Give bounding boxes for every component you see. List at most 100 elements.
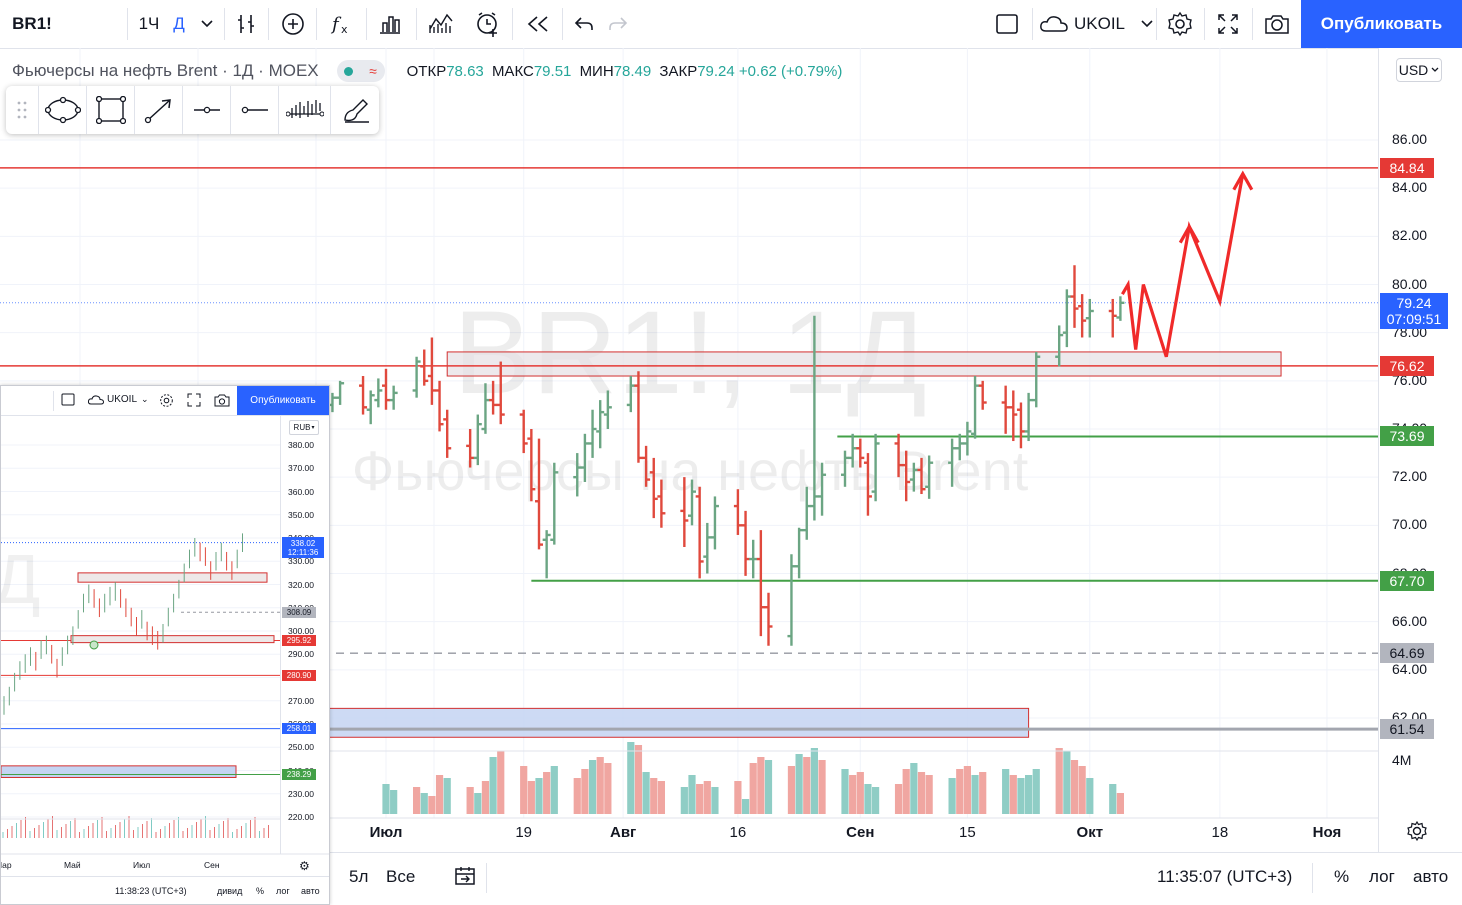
compare-add-icon[interactable]: [275, 0, 311, 48]
indicator-templates-icon[interactable]: [421, 0, 461, 48]
time-tick-label: Окт: [1076, 824, 1104, 841]
templates-icon[interactable]: [370, 0, 410, 48]
interval-1h-label: 1Ч: [138, 14, 160, 33]
price-label-top_resistance: 84.84: [1380, 157, 1434, 178]
ohlc-bar: [695, 486, 704, 579]
ohlc-bar: [466, 429, 475, 468]
undo-icon[interactable]: [566, 0, 602, 48]
inset-price-tick: 360.00: [288, 486, 314, 497]
volume-bar: [963, 766, 971, 814]
volume-bar: [573, 778, 581, 814]
fullscreen-icon[interactable]: [1208, 0, 1248, 48]
volume-bar: [1055, 748, 1063, 814]
ohlc-bar: [948, 438, 957, 487]
bar-style-icon[interactable]: [228, 0, 264, 48]
rectangle-tool-icon[interactable]: [86, 86, 135, 134]
ohlc-bar: [955, 433, 964, 461]
inset-current-price-label: 338.02 12:11:36: [282, 537, 324, 559]
horizontal-ray-tool-icon[interactable]: [182, 86, 231, 134]
current-price-value: 79.24: [1396, 294, 1432, 311]
range-all-button[interactable]: Все: [386, 867, 416, 886]
drag-handle-icon[interactable]: [10, 86, 34, 134]
settings-gear-icon[interactable]: [1160, 0, 1200, 48]
green-dot-icon: [344, 66, 354, 76]
range-5y-button[interactable]: 5л: [349, 867, 369, 886]
price-tick-label: 82.00: [1392, 227, 1428, 244]
horizontal-line-tool-icon[interactable]: [230, 86, 279, 134]
interval-1d-button[interactable]: Д: [165, 0, 193, 48]
ohlc-bar: [710, 496, 719, 550]
inset-layout-icon[interactable]: [61, 393, 75, 411]
volume-bar: [810, 748, 818, 814]
volume-bar: [734, 781, 742, 814]
volume-scale-label: 4M: [1392, 752, 1412, 768]
inset-fullscreen-icon[interactable]: [187, 393, 201, 412]
ohlc-bar: [1001, 385, 1010, 434]
arrow-tool-icon[interactable]: [134, 86, 183, 134]
axis-settings-gear-icon[interactable]: [1406, 820, 1428, 847]
inset-camera-icon[interactable]: [214, 393, 230, 412]
legend-toggle[interactable]: ≈: [336, 60, 385, 82]
inset-dividend-toggle[interactable]: дивид: [217, 886, 243, 896]
inset-settings-gear-icon[interactable]: [159, 393, 174, 413]
inset-countdown: 12:11:36: [287, 547, 319, 557]
ohlc-bar: [818, 462, 827, 516]
ohlc-bar: [427, 337, 436, 405]
ohlc-bar: [473, 414, 482, 466]
clock-timezone[interactable]: 11:35:07 (UTC+3): [1157, 867, 1293, 886]
inset-price-tick: 380.00: [288, 440, 314, 450]
volume-bar: [696, 784, 704, 814]
low-label: МИН: [579, 62, 614, 80]
ohlc-bar: [902, 450, 911, 502]
inset-compare-symbol[interactable]: UKOIL: [107, 394, 138, 405]
price-label-support_green2: 67.70: [1380, 570, 1434, 591]
brush-tool-icon[interactable]: [330, 86, 380, 134]
forecast-arrowhead: [1178, 223, 1200, 244]
alert-icon[interactable]: [468, 0, 508, 48]
inset-log-button[interactable]: лог: [276, 886, 290, 896]
symbol-search-button[interactable]: BR1!: [0, 0, 64, 48]
goto-date-icon[interactable]: [453, 864, 477, 893]
ohlc-bars-layer: [305, 265, 1125, 646]
legend-title[interactable]: Фьючерсы на нефть Brent · 1Д · MOEX: [12, 61, 319, 80]
inset-zone: [77, 572, 268, 583]
ohlc-bar: [1032, 351, 1041, 408]
redo-icon[interactable]: [600, 0, 636, 48]
time-tick-label: Сен: [846, 824, 875, 841]
ohlc-bar: [420, 349, 429, 386]
inset-percent-button[interactable]: %: [256, 886, 265, 896]
inset-axis-gear-icon[interactable]: ⚙: [299, 859, 310, 873]
price-range-tool-icon[interactable]: [278, 86, 331, 134]
volume-bar: [1086, 778, 1094, 814]
inset-auto-button[interactable]: авто: [301, 886, 320, 896]
screenshot-camera-icon[interactable]: [1256, 0, 1298, 48]
volume-bar: [818, 760, 826, 814]
percent-scale-button[interactable]: %: [1334, 867, 1350, 886]
inset-price-tick: 300.00: [288, 626, 314, 636]
inset-clock[interactable]: 11:38:23 (UTC+3): [115, 886, 187, 896]
volume-bar: [894, 784, 903, 814]
ohlc-bar: [764, 592, 773, 646]
price-tick-label: 64.00: [1392, 660, 1428, 677]
ohlc-bar: [374, 378, 383, 408]
price-tick-label: 66.00: [1392, 612, 1428, 629]
auto-scale-button[interactable]: авто: [1413, 867, 1449, 886]
interval-1h-button[interactable]: 1Ч: [133, 0, 165, 48]
volume-bar: [1109, 784, 1117, 814]
currency-select[interactable]: USD: [1396, 58, 1442, 82]
volume-bar: [795, 754, 803, 814]
inset-currency-select[interactable]: RUB ▾: [289, 420, 319, 435]
publish-button[interactable]: Опубликовать: [1301, 0, 1462, 48]
log-scale-button[interactable]: лог: [1369, 867, 1395, 886]
layout-select-icon[interactable]: [986, 0, 1028, 48]
inset-publish-button[interactable]: Опубликовать: [237, 386, 329, 415]
volume-bar: [688, 775, 696, 814]
interval-dropdown-icon[interactable]: [195, 0, 219, 48]
volume-bar: [711, 787, 719, 814]
ellipse-tool-icon[interactable]: [38, 86, 87, 134]
compare-symbol-button[interactable]: UKOIL: [1038, 0, 1158, 48]
inset-marker: [89, 640, 99, 650]
inset-chevron-down-icon[interactable]: ⌄: [141, 394, 149, 404]
replay-icon[interactable]: [518, 0, 558, 48]
